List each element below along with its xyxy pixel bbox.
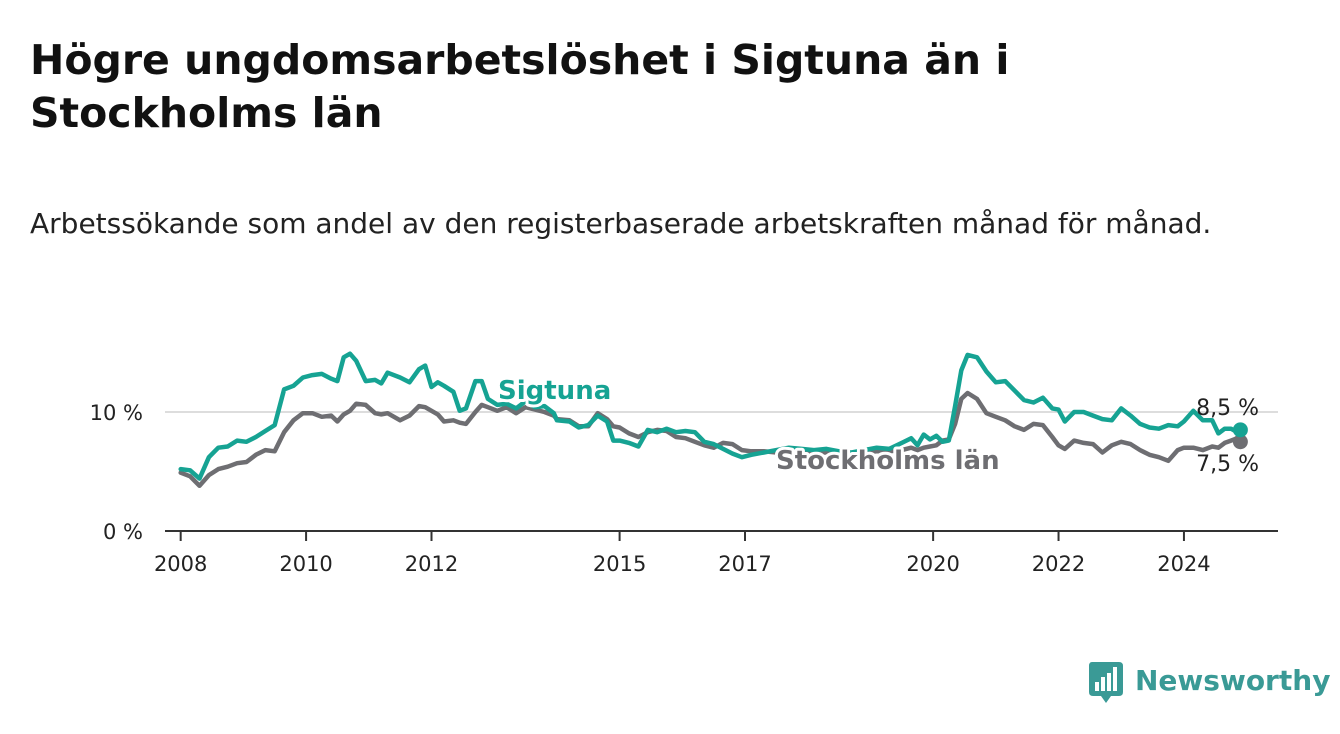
series-line-stockholms-lan xyxy=(178,390,1243,489)
x-tick-label: 2015 xyxy=(593,552,646,576)
x-tick-label: 2024 xyxy=(1157,552,1210,576)
series-label-stockholms-lan: Stockholms län xyxy=(776,446,1000,476)
chart-title: Högre ungdomsarbetslöshet i Sigtuna än i… xyxy=(30,36,1010,137)
x-tick-label: 2012 xyxy=(405,552,458,576)
newsworthy-logo[interactable]: Newsworthy xyxy=(1089,662,1330,703)
x-tick-label: 2022 xyxy=(1032,552,1085,576)
series-line-sigtuna xyxy=(178,351,1243,481)
x-tick-label: 2010 xyxy=(279,552,332,576)
chart-subtitle: Arbetssökande som andel av den registerb… xyxy=(30,207,1212,240)
newsworthy-wordmark: Newsworthy xyxy=(1135,664,1330,697)
end-value-label-sigtuna: 8,5 % xyxy=(1196,396,1259,421)
series-end-marker-stockholms-lan xyxy=(1232,434,1248,450)
y-tick-label: 0 % xyxy=(103,520,143,544)
series-label-sigtuna: Sigtuna xyxy=(498,376,611,406)
y-tick-label: 10 % xyxy=(90,401,143,425)
series-end-marker-sigtuna xyxy=(1232,422,1248,438)
end-value-label-stockholms-lan: 7,5 % xyxy=(1196,452,1259,477)
x-tick-label: 2008 xyxy=(154,552,207,576)
x-tick-label: 2020 xyxy=(906,552,959,576)
series-label-stockholms-lan-halo: Stockholms län xyxy=(776,446,1000,476)
newsworthy-logo-icon xyxy=(1089,662,1123,703)
series-label-sigtuna-halo: Sigtuna xyxy=(498,376,611,406)
x-tick-label: 2017 xyxy=(718,552,771,576)
